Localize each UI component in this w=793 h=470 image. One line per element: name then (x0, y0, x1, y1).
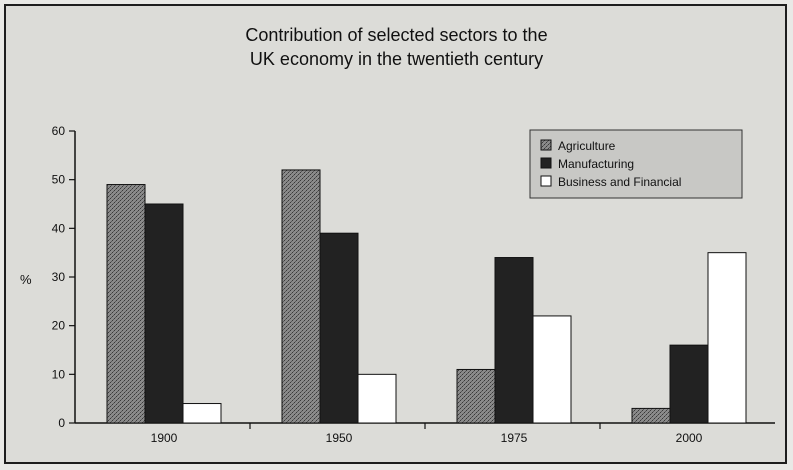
bar-manufacturing-1900 (144, 203, 184, 424)
y-tick-label: 10 (52, 367, 66, 381)
legend-box (529, 129, 743, 199)
y-tick-label: 40 (52, 221, 66, 235)
chart-title-line-2: UK economy in the twentieth century (249, 49, 544, 69)
bar-business-and-financial-2000 (707, 252, 747, 424)
y-axis-label: % (20, 272, 32, 287)
bar-manufacturing-1950 (319, 232, 359, 424)
y-tick-label: 30 (52, 270, 66, 284)
legend-swatch (540, 175, 552, 187)
legend: Agriculture Manufacturing Business and Fin… (529, 129, 743, 199)
y-tick-label: 60 (52, 124, 66, 138)
chart-title-line-1: Contribution of selected sectors to the (245, 25, 548, 45)
y-tick-label: 20 (52, 319, 66, 333)
y-tick-label: 0 (58, 416, 65, 430)
bar-agriculture-1950 (281, 169, 321, 424)
x-tick-label: 2000 (676, 431, 703, 445)
bar-agriculture-2000 (631, 407, 671, 424)
bar-manufacturing-1975 (494, 257, 534, 424)
bar-business-and-financial-1950 (357, 373, 397, 424)
x-tick-label: 1975 (501, 431, 528, 445)
bar-agriculture-1975 (456, 368, 496, 424)
bar-agriculture-1900 (106, 184, 146, 424)
bar-business-and-financial-1900 (182, 403, 222, 424)
bar-business-and-financial-1975 (532, 315, 572, 424)
legend-label: Business and Financial (558, 175, 681, 189)
bar-manufacturing-2000 (669, 344, 709, 424)
legend-label: Manufacturing (558, 157, 634, 171)
y-tick-label: 50 (52, 173, 66, 187)
bars (106, 169, 747, 424)
legend-swatch (540, 157, 552, 169)
x-tick-label: 1900 (151, 431, 178, 445)
x-tick-label: 1950 (326, 431, 353, 445)
legend-label: Agriculture (558, 139, 616, 153)
legend-swatch (540, 139, 552, 151)
